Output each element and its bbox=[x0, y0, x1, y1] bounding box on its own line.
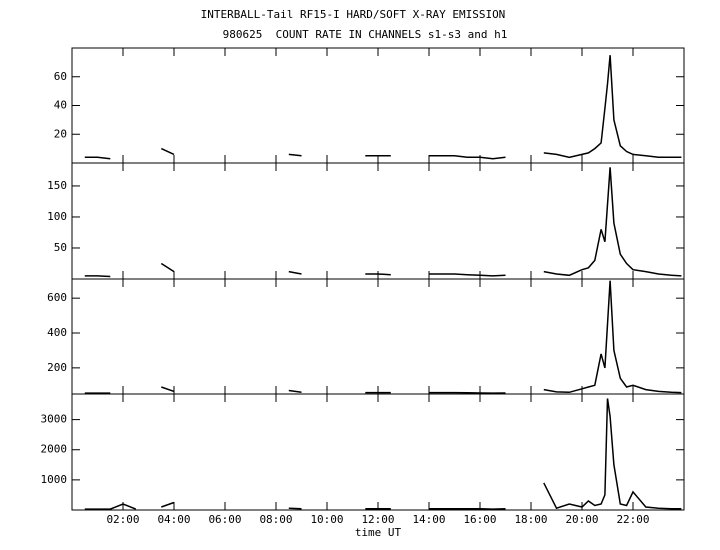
x-tick-label: 10:00 bbox=[310, 513, 343, 526]
x-tick-label: 04:00 bbox=[157, 513, 190, 526]
y-tick-label: 20 bbox=[54, 127, 67, 140]
x-tick-label: 16:00 bbox=[463, 513, 496, 526]
y-tick-label: 400 bbox=[47, 326, 67, 339]
x-tick-label: 06:00 bbox=[208, 513, 241, 526]
x-tick-label: 18:00 bbox=[514, 513, 547, 526]
y-tick-label: 40 bbox=[54, 99, 67, 112]
data-line bbox=[84, 280, 682, 394]
y-tick-label: 3000 bbox=[41, 413, 68, 426]
y-tick-label: 2000 bbox=[41, 443, 68, 456]
x-tick-label: 02:00 bbox=[106, 513, 139, 526]
chart-title: INTERBALL-Tail RF15-I HARD/SOFT X-RAY EM… bbox=[201, 8, 506, 21]
x-tick-label: 12:00 bbox=[361, 513, 394, 526]
x-tick-label: 14:00 bbox=[412, 513, 445, 526]
y-tick-label: 100 bbox=[47, 210, 67, 223]
y-tick-label: 1000 bbox=[41, 473, 68, 486]
x-tick-label: 22:00 bbox=[616, 513, 649, 526]
chart-subtitle: 980625 COUNT RATE IN CHANNELS s1-s3 and … bbox=[223, 28, 508, 41]
data-line bbox=[84, 398, 682, 510]
x-axis-label: time UT bbox=[355, 526, 402, 539]
y-tick-label: 600 bbox=[47, 291, 67, 304]
y-tick-label: 150 bbox=[47, 179, 67, 192]
x-tick-label: 08:00 bbox=[259, 513, 292, 526]
y-tick-label: 50 bbox=[54, 241, 67, 254]
data-line bbox=[84, 55, 682, 160]
data-line bbox=[84, 167, 682, 278]
y-tick-label: 60 bbox=[54, 70, 67, 83]
y-tick-label: 200 bbox=[47, 361, 67, 374]
x-tick-label: 20:00 bbox=[565, 513, 598, 526]
